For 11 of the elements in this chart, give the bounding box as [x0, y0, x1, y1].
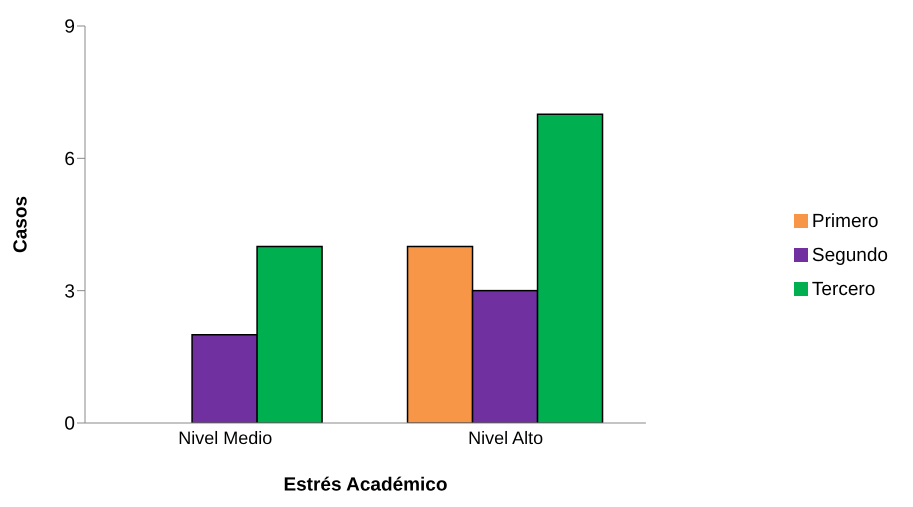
- legend-label: Tercero: [812, 278, 876, 300]
- x-axis-title: Estrés Académico: [283, 474, 448, 496]
- legend-label: Primero: [812, 210, 878, 232]
- y-axis-title: Casos: [10, 196, 32, 254]
- legend-label: Segundo: [812, 244, 888, 266]
- y-tick-label: 3: [64, 281, 75, 302]
- y-tick-label: 0: [64, 414, 75, 435]
- y-tick-label: 6: [64, 149, 75, 170]
- y-tick-label: 9: [64, 16, 75, 38]
- x-tick-label: Nivel Alto: [468, 428, 544, 448]
- x-tick-label: Nivel Medio: [178, 428, 272, 448]
